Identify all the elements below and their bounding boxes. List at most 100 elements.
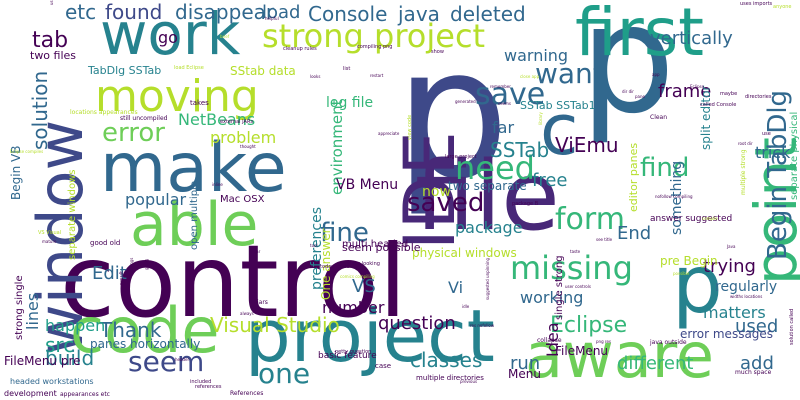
word-much-space: much space: [735, 369, 772, 376]
word-large-project: large project: [445, 154, 477, 160]
word-answer-suggested: answer suggested: [650, 214, 733, 224]
word-regularly: regularly: [715, 279, 778, 295]
word-classes: classes: [410, 348, 483, 372]
word-console: Console: [308, 2, 388, 26]
word-form: form: [555, 202, 625, 237]
word-widths-locations: widths locations: [730, 294, 763, 299]
word-moving: moving: [95, 71, 259, 122]
word-panes-horizontally: panes horizontally: [90, 337, 201, 351]
word-happen: happen: [45, 316, 106, 335]
word-error: error: [102, 118, 165, 148]
word-basic-feature: basic feature: [318, 351, 377, 361]
word-brief: brief: [220, 34, 230, 39]
word-strong-single: strong single: [14, 275, 25, 340]
word-remember: remember: [490, 84, 511, 89]
word-netbeans: NetBeans: [178, 110, 256, 129]
word-jar: jar: [255, 249, 261, 254]
word-deleted: deleted: [450, 2, 526, 26]
word-multiple-strong: multiple strong: [740, 149, 747, 195]
word-separate-windows: separate windows: [67, 169, 78, 260]
word-vertically: vertically: [650, 28, 733, 49]
word-eclipse: Eclipse: [690, 84, 705, 89]
word-always: always: [240, 311, 254, 316]
word-nofollow-compiling: nofollow compiling: [655, 194, 693, 199]
word-good-old: good old: [90, 239, 121, 247]
word-tool: tool: [310, 243, 318, 248]
word-seem: seem: [128, 345, 205, 378]
word-fine: fine: [320, 218, 369, 248]
word-taste: taste: [570, 249, 581, 254]
word-filemenu-pre: FileMenu pre: [4, 354, 81, 368]
word-saved: saved: [407, 188, 485, 218]
word-included: included: [190, 379, 212, 385]
word-use: use: [762, 131, 771, 137]
word-solution: solution: [28, 70, 52, 150]
word-find: find: [640, 153, 690, 183]
word-load: load: [262, 2, 301, 23]
word-editor-panes: editor panes: [627, 142, 640, 212]
word-multiple-directories: multiple directories: [416, 374, 484, 382]
word-compiling-png: compiling png: [357, 44, 393, 50]
word-compile: compile: [702, 216, 718, 221]
word-two-files: two files: [30, 49, 77, 62]
word-mac-osx: Mac OSX: [220, 194, 265, 205]
word-sstab-data: SStab data: [230, 64, 296, 78]
word-control: control: [60, 223, 407, 340]
word-still-uncompiled: still uncompiled: [120, 115, 168, 122]
word-helpful: helpful: [265, 16, 279, 21]
word-result: result: [119, 270, 125, 285]
word-now: now: [422, 184, 451, 200]
word-maybe: maybe: [720, 91, 738, 97]
word-references: References: [230, 390, 264, 397]
word-src: src: [45, 333, 75, 357]
word-menu: Menu: [508, 367, 541, 381]
word-external-jars: external JARs: [220, 119, 254, 125]
word-vs: VS: [352, 276, 376, 297]
word-single-strong: single strong: [554, 255, 565, 320]
word-vb-menu: VB Menu: [336, 177, 399, 193]
word-p: p: [672, 238, 723, 331]
word-seem-possible: seem possible: [342, 241, 421, 254]
word-used: used: [735, 316, 779, 337]
word-make: make: [100, 129, 287, 208]
word-one: one: [258, 357, 311, 390]
word-frame: frame: [658, 81, 712, 102]
word-question: question: [378, 313, 456, 334]
word-res-nofollow: res nofollow: [470, 323, 495, 328]
word-see-title: see title: [596, 237, 613, 242]
word-end: End: [617, 223, 652, 244]
word-cleanup-rules: cleanup rules: [283, 46, 317, 52]
word-appreciate: appreciate: [378, 131, 400, 136]
word-file: file: [415, 142, 560, 252]
word-thank: Thank: [100, 318, 162, 342]
word-different: different: [617, 353, 694, 374]
word-java: Java: [727, 244, 736, 249]
word-package-b: package B: [512, 201, 539, 207]
word-vi: Vi: [448, 278, 464, 297]
word-trick: trick: [755, 143, 791, 162]
word-load-eclipse: load Eclipse: [174, 65, 204, 71]
word-idle: idle: [462, 304, 470, 309]
word-free: free: [532, 170, 568, 191]
word-error-messages: error messages: [680, 327, 774, 341]
word-go: go: [158, 28, 178, 47]
word-petty-question: petty question: [335, 349, 372, 355]
word-references: references: [195, 384, 222, 390]
word-log-file: log file: [326, 95, 374, 111]
word-seems: seems: [498, 101, 511, 106]
word-going: going: [144, 258, 149, 270]
word-lines: lines: [23, 292, 42, 330]
word-solution-called: solution called: [789, 308, 795, 345]
word-sstab-sstab1: SSTab SSTab1: [520, 99, 596, 112]
word-appearances-etc: appearances etc: [60, 391, 110, 398]
word-java-outside: java outside: [650, 339, 687, 346]
word-inline: inline: [212, 182, 223, 187]
word-pane: pane: [635, 94, 645, 99]
word-comics-compiling: comics compiling: [340, 274, 375, 279]
word-view-code: view code: [407, 114, 413, 140]
word-missing: missing: [510, 249, 633, 287]
word-multi-headed: multi headed: [342, 239, 409, 250]
word-show: show: [431, 49, 444, 55]
word-header: header: [175, 357, 190, 362]
word-need: need: [455, 149, 535, 187]
